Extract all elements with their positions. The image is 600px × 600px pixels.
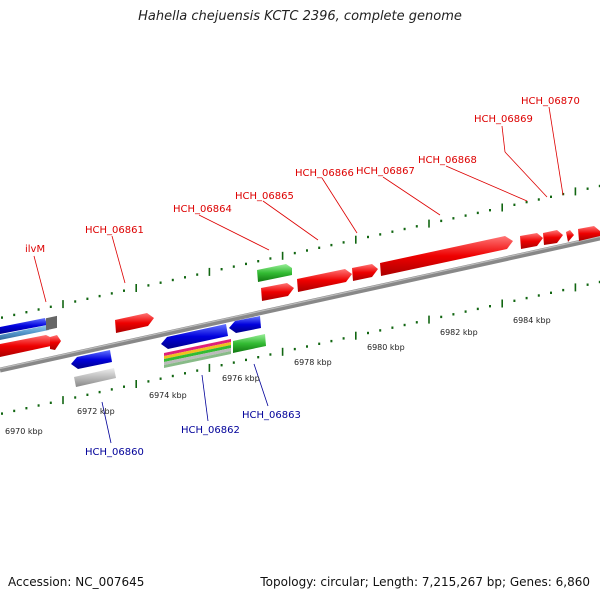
pseudo-feature[interactable] — [74, 368, 116, 387]
gene-feature[interactable] — [0, 318, 47, 334]
callout-line — [501, 125, 506, 153]
tick-track-lower — [1, 280, 600, 415]
gene-label[interactable]: HCH_06860 — [85, 447, 144, 458]
tick-track-upper — [1, 184, 600, 319]
genome-summary-text: Topology: circular; Length: 7,215,267 bp… — [260, 575, 590, 589]
gene-feature[interactable] — [297, 269, 352, 292]
scale-label: 6978 kbp — [294, 358, 332, 367]
rna-feature[interactable] — [164, 342, 231, 359]
gene-label[interactable]: HCH_06862 — [181, 425, 240, 436]
genome-backbone-highlight — [0, 235, 600, 370]
callout-line — [198, 214, 270, 251]
gene-labels: ilvM HCH_06861 HCH_06864 HCH_06865 HCH_0… — [25, 96, 580, 458]
reverse-genes — [71, 316, 266, 387]
callout-line — [445, 165, 528, 202]
gene-feature[interactable] — [46, 315, 57, 331]
gene-label[interactable]: HCH_06865 — [235, 191, 294, 202]
forward-genes — [0, 226, 600, 357]
rna-feature[interactable] — [164, 351, 231, 368]
gene-feature[interactable] — [50, 335, 61, 350]
rna-feature[interactable] — [257, 264, 292, 282]
callout-line — [548, 106, 564, 196]
callout-line — [321, 177, 358, 234]
callout-line — [253, 363, 269, 407]
gene-feature[interactable] — [0, 335, 52, 357]
genome-backbone — [0, 235, 600, 373]
callout-line — [101, 401, 112, 444]
callout-line — [262, 200, 319, 241]
callout-line — [201, 374, 209, 422]
callout-line — [504, 151, 548, 198]
rna-feature[interactable] — [233, 334, 266, 353]
gene-label[interactable]: HCH_06864 — [173, 204, 232, 215]
scale-label: 6970 kbp — [5, 427, 43, 436]
gene-label[interactable]: HCH_06861 — [85, 225, 144, 236]
map-title: Hahella chejuensis KCTC 2396, complete g… — [138, 9, 462, 24]
accession-text: Accession: NC_007645 — [8, 575, 145, 589]
callout-lines — [33, 106, 564, 444]
scale-label: 6980 kbp — [367, 343, 405, 352]
gene-label[interactable]: HCH_06863 — [242, 410, 301, 421]
gene-feature[interactable] — [380, 236, 513, 276]
gene-label[interactable]: HCH_06866 — [295, 168, 354, 179]
scale-label: 6982 kbp — [440, 328, 478, 337]
rna-feature[interactable] — [164, 345, 231, 362]
gene-feature[interactable] — [261, 283, 294, 301]
scale-labels: 6970 kbp 6972 kbp 6974 kbp 6976 kbp 6978… — [5, 316, 551, 436]
gene-feature[interactable] — [71, 350, 112, 369]
scale-label: 6972 kbp — [77, 407, 115, 416]
gene-label[interactable]: ilvM — [25, 244, 45, 255]
rna-feature[interactable] — [164, 348, 231, 365]
gene-feature[interactable] — [520, 233, 543, 249]
gene-label[interactable]: HCH_06870 — [521, 96, 580, 107]
gene-label[interactable]: HCH_06868 — [418, 155, 477, 166]
gene-feature[interactable] — [161, 324, 228, 349]
gene-feature[interactable] — [115, 313, 154, 333]
gene-feature[interactable] — [566, 230, 574, 242]
gene-feature[interactable] — [578, 226, 600, 241]
rna-feature[interactable] — [164, 339, 231, 356]
callout-line — [111, 235, 126, 284]
gene-feature[interactable] — [229, 316, 261, 333]
scale-label: 6974 kbp — [149, 391, 187, 400]
callout-line — [382, 176, 441, 216]
gene-label[interactable]: HCH_06867 — [356, 166, 415, 177]
gene-feature[interactable] — [0, 325, 49, 340]
gene-feature[interactable] — [352, 264, 378, 281]
scale-label: 6976 kbp — [222, 374, 260, 383]
scale-label: 6984 kbp — [513, 316, 551, 325]
callout-line — [33, 255, 47, 303]
gene-feature[interactable] — [543, 230, 563, 245]
gene-label[interactable]: HCH_06869 — [474, 114, 533, 125]
